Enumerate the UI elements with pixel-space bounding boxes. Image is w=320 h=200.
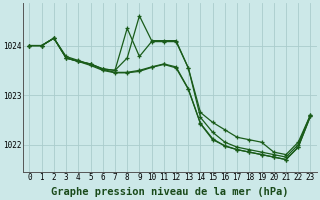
X-axis label: Graphe pression niveau de la mer (hPa): Graphe pression niveau de la mer (hPa) (51, 186, 289, 197)
